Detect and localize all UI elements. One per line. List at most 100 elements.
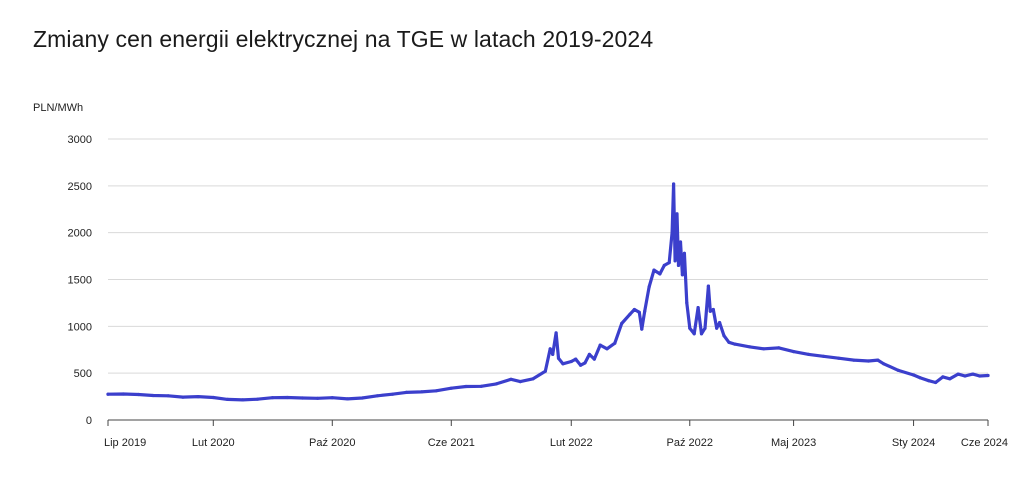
data-point bbox=[543, 369, 547, 373]
data-point bbox=[852, 358, 856, 362]
data-point bbox=[722, 334, 726, 338]
data-point bbox=[807, 352, 811, 356]
data-point bbox=[211, 395, 215, 400]
y-tick-label: 1500 bbox=[68, 275, 92, 287]
data-point bbox=[662, 263, 666, 267]
data-point bbox=[673, 259, 677, 263]
data-point bbox=[733, 342, 737, 346]
data-point bbox=[718, 321, 722, 325]
data-point bbox=[667, 261, 671, 265]
x-tick-label: Cze 2024 bbox=[961, 437, 1008, 449]
x-tick-label: Lip 2019 bbox=[104, 437, 146, 449]
y-tick-label: 500 bbox=[74, 368, 92, 380]
data-point bbox=[912, 373, 916, 377]
data-point bbox=[711, 307, 715, 312]
y-tick-label: 2000 bbox=[68, 228, 92, 240]
x-axis-ticks: Lip 2019 Lut 2020 Paź 2020 Cze 2021 Lut 2022… bbox=[104, 420, 1008, 449]
data-point bbox=[708, 309, 712, 313]
data-point bbox=[300, 396, 304, 400]
data-point bbox=[548, 347, 552, 351]
data-point bbox=[699, 332, 704, 336]
data-point bbox=[971, 372, 975, 376]
x-tick-label: Cze 2021 bbox=[428, 437, 475, 449]
data-point bbox=[986, 373, 990, 378]
data-point bbox=[136, 392, 140, 397]
data-point bbox=[632, 307, 637, 312]
data-point bbox=[643, 309, 647, 313]
y-tick-label: 2500 bbox=[68, 181, 92, 193]
series-layer bbox=[106, 182, 990, 402]
x-tick-label: Lut 2020 bbox=[192, 437, 235, 449]
data-point bbox=[419, 390, 423, 394]
y-axis-tick-labels: 0 500 1000 1500 2000 2500 3000 bbox=[68, 134, 92, 427]
y-tick-label: 0 bbox=[86, 415, 92, 427]
data-point bbox=[675, 212, 679, 216]
data-point bbox=[918, 376, 923, 380]
data-point bbox=[316, 396, 320, 400]
data-point bbox=[670, 231, 674, 235]
x-tick-label: Paź 2022 bbox=[667, 437, 713, 449]
data-point bbox=[706, 284, 711, 288]
data-point bbox=[285, 395, 289, 400]
data-point bbox=[569, 359, 573, 364]
data-point bbox=[896, 368, 901, 372]
data-point bbox=[678, 240, 683, 244]
data-point bbox=[464, 384, 468, 389]
data-point bbox=[375, 394, 379, 398]
data-point bbox=[685, 301, 689, 305]
data-point bbox=[592, 357, 596, 361]
data-point bbox=[330, 396, 334, 400]
data-point bbox=[345, 397, 350, 401]
data-point bbox=[518, 380, 522, 384]
data-point bbox=[956, 372, 960, 376]
data-point bbox=[821, 354, 826, 358]
data-point bbox=[647, 285, 651, 289]
data-point bbox=[106, 392, 110, 396]
data-point bbox=[270, 396, 275, 400]
data-point bbox=[121, 392, 125, 396]
data-point bbox=[390, 392, 395, 396]
x-tick-label: Sty 2024 bbox=[892, 437, 935, 449]
data-point bbox=[963, 374, 967, 378]
data-point bbox=[360, 396, 364, 400]
data-point bbox=[598, 343, 602, 347]
data-point bbox=[479, 384, 483, 388]
data-point bbox=[181, 395, 185, 399]
data-point bbox=[434, 389, 438, 393]
x-tick-label: Maj 2023 bbox=[771, 437, 816, 449]
data-point bbox=[792, 350, 796, 354]
data-point bbox=[948, 377, 952, 381]
data-point bbox=[583, 361, 587, 365]
y-tick-label: 1000 bbox=[68, 321, 92, 333]
data-point bbox=[715, 326, 719, 330]
data-point bbox=[151, 393, 155, 398]
data-point bbox=[727, 340, 731, 344]
data-point bbox=[866, 359, 871, 363]
y-axis-unit-label: PLN/MWh bbox=[33, 102, 84, 114]
data-point bbox=[748, 345, 752, 349]
data-point bbox=[837, 356, 841, 360]
data-point bbox=[703, 326, 707, 330]
data-point bbox=[978, 374, 982, 378]
data-point bbox=[676, 263, 681, 267]
data-point bbox=[255, 397, 259, 401]
data-point bbox=[196, 395, 200, 399]
series-line-0 bbox=[106, 182, 990, 402]
data-point bbox=[876, 358, 880, 362]
data-point bbox=[637, 310, 641, 314]
data-point bbox=[509, 377, 513, 381]
data-point bbox=[613, 341, 617, 345]
data-point bbox=[680, 273, 685, 277]
data-point bbox=[449, 386, 453, 390]
x-tick-label: Paź 2020 bbox=[309, 437, 355, 449]
data-point bbox=[561, 362, 565, 366]
grid-lines bbox=[108, 138, 988, 421]
data-point bbox=[531, 377, 535, 381]
data-point bbox=[652, 268, 656, 272]
data-point bbox=[628, 312, 632, 316]
data-point bbox=[692, 332, 696, 336]
data-point bbox=[640, 327, 644, 331]
data-point bbox=[762, 347, 766, 351]
data-point bbox=[688, 326, 692, 330]
